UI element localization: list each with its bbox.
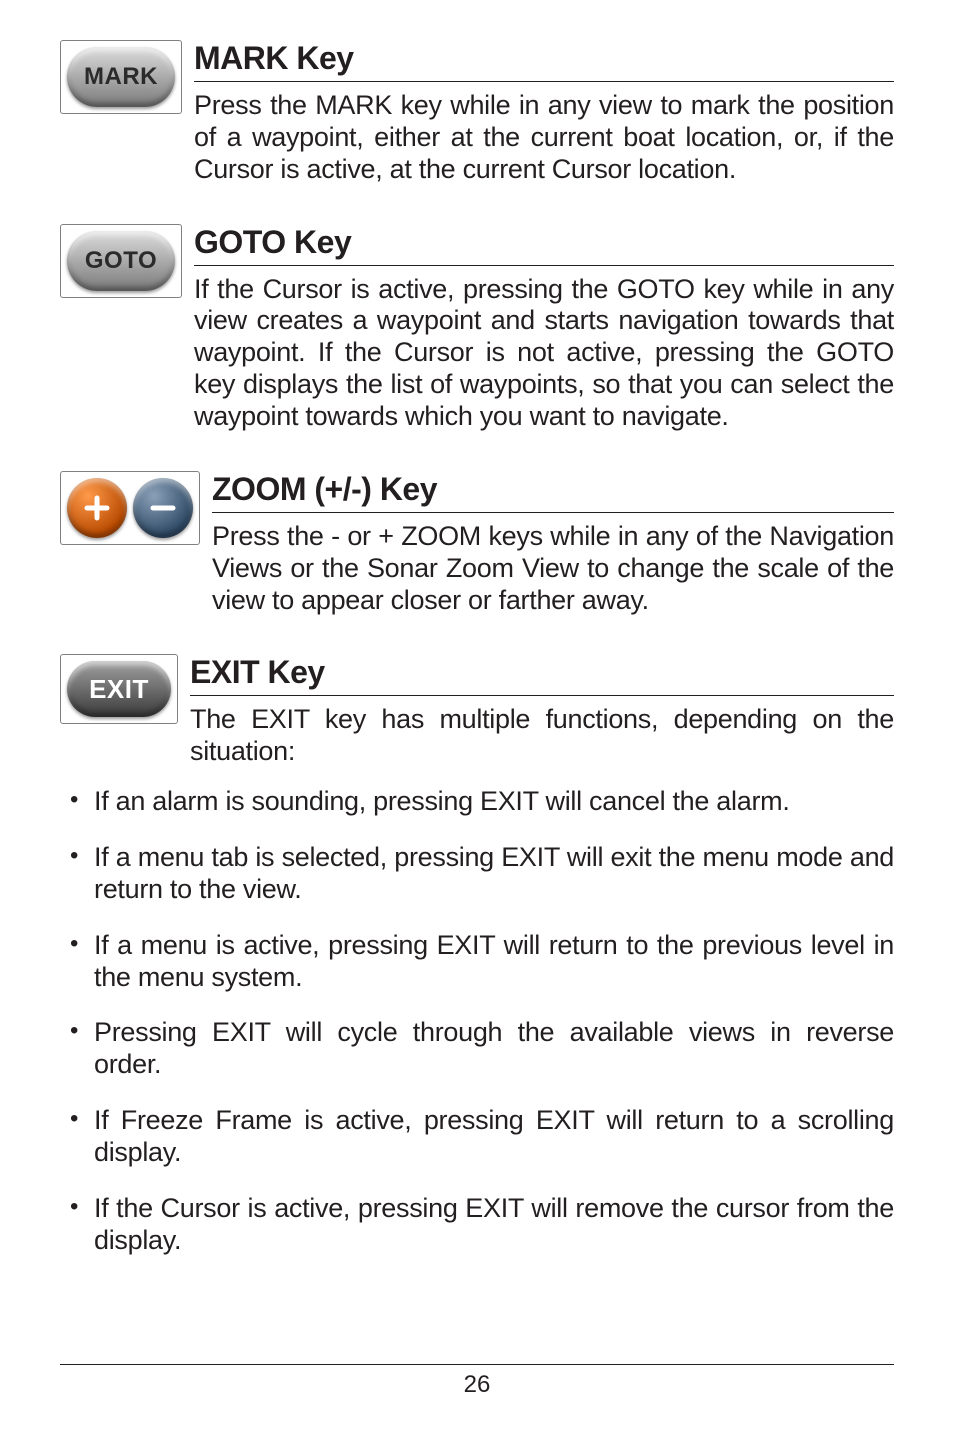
mark-button-frame: MARK [60, 40, 182, 114]
zoom-minus-button [133, 478, 193, 538]
goto-button-label: GOTO [85, 247, 157, 275]
section-mark: MARK MARK Key Press the MARK key while i… [60, 40, 894, 186]
zoom-plus-button [67, 478, 127, 538]
exit-button: EXIT [67, 661, 171, 717]
rule [212, 512, 894, 513]
section-exit: EXIT EXIT Key The EXIT key has multiple … [60, 654, 894, 768]
heading-wrap: ZOOM (+/-) Key Press the - or + ZOOM key… [212, 471, 894, 617]
exit-heading: EXIT Key [190, 654, 894, 691]
plus-icon [84, 495, 110, 521]
goto-button-frame: GOTO [60, 224, 182, 298]
heading-wrap: EXIT Key The EXIT key has multiple funct… [190, 654, 894, 768]
minus-icon [150, 495, 176, 521]
section-zoom: ZOOM (+/-) Key Press the - or + ZOOM key… [60, 471, 894, 617]
goto-heading: GOTO Key [194, 224, 894, 261]
mark-heading: MARK Key [194, 40, 894, 77]
footer-rule [60, 1364, 894, 1365]
list-item: If Freeze Frame is active, pressing EXIT… [60, 1105, 894, 1169]
goto-button: GOTO [67, 231, 175, 291]
mark-button: MARK [67, 47, 175, 107]
goto-body: If the Cursor is active, pressing the GO… [194, 274, 894, 433]
zoom-body: Press the - or + ZOOM keys while in any … [212, 521, 894, 617]
section-header: GOTO GOTO Key If the Cursor is active, p… [60, 224, 894, 433]
page-number: 26 [60, 1371, 894, 1399]
list-item: Pressing EXIT will cycle through the ava… [60, 1017, 894, 1081]
exit-button-label: EXIT [89, 674, 149, 705]
list-item: If a menu is active, pressing EXIT will … [60, 930, 894, 994]
exit-button-frame: EXIT [60, 654, 178, 724]
exit-bullet-list: If an alarm is sounding, pressing EXIT w… [60, 786, 894, 1256]
section-header: EXIT EXIT Key The EXIT key has multiple … [60, 654, 894, 768]
list-item: If a menu tab is selected, pressing EXIT… [60, 842, 894, 906]
zoom-heading: ZOOM (+/-) Key [212, 471, 894, 508]
list-item: If an alarm is sounding, pressing EXIT w… [60, 786, 894, 818]
section-header: MARK MARK Key Press the MARK key while i… [60, 40, 894, 186]
rule [194, 265, 894, 266]
heading-wrap: GOTO Key If the Cursor is active, pressi… [194, 224, 894, 433]
section-goto: GOTO GOTO Key If the Cursor is active, p… [60, 224, 894, 433]
section-header: ZOOM (+/-) Key Press the - or + ZOOM key… [60, 471, 894, 617]
list-item: If the Cursor is active, pressing EXIT w… [60, 1193, 894, 1257]
mark-button-label: MARK [84, 63, 158, 91]
exit-body: The EXIT key has multiple functions, dep… [190, 704, 894, 768]
mark-body: Press the MARK key while in any view to … [194, 90, 894, 186]
zoom-buttons-frame [60, 471, 200, 545]
page-footer: 26 [60, 1364, 894, 1399]
heading-wrap: MARK Key Press the MARK key while in any… [194, 40, 894, 186]
rule [190, 695, 894, 696]
rule [194, 81, 894, 82]
